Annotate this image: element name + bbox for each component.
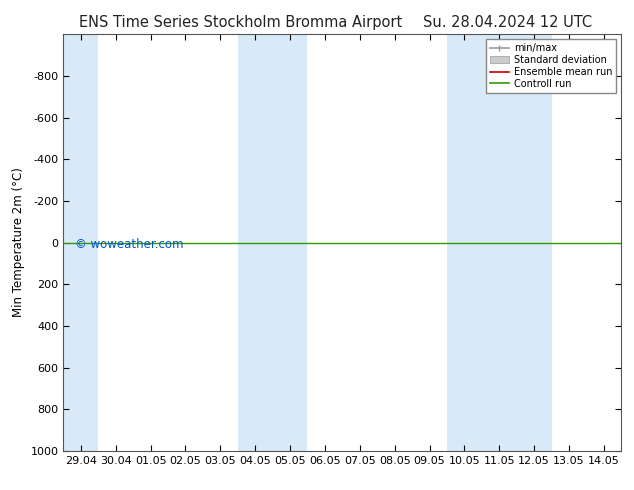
Bar (238, 34, 273, 451)
Bar (273, 34, 307, 451)
Bar (517, 34, 552, 451)
Bar (482, 34, 517, 451)
Text: ENS Time Series Stockholm Bromma Airport: ENS Time Series Stockholm Bromma Airport (79, 15, 403, 30)
Legend: min/max, Standard deviation, Ensemble mean run, Controll run: min/max, Standard deviation, Ensemble me… (486, 39, 616, 93)
Text: Su. 28.04.2024 12 UTC: Su. 28.04.2024 12 UTC (423, 15, 592, 30)
Y-axis label: Min Temperature 2m (°C): Min Temperature 2m (°C) (12, 168, 25, 318)
Bar (447, 34, 482, 451)
Bar (63, 34, 98, 451)
Text: © woweather.com: © woweather.com (75, 238, 183, 251)
